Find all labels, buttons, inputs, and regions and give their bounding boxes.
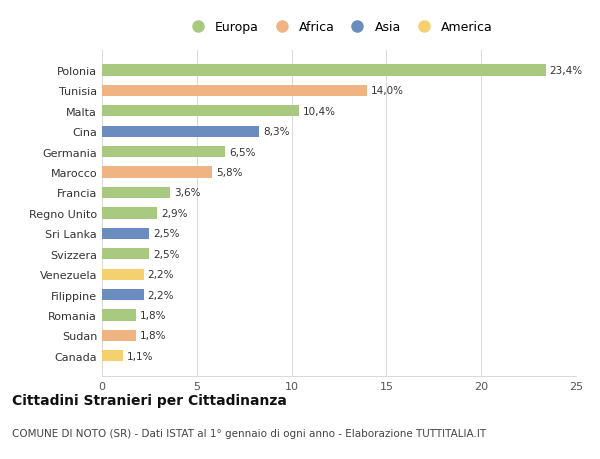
Text: 6,5%: 6,5% (229, 147, 256, 157)
Text: 2,9%: 2,9% (161, 208, 187, 218)
Bar (102, 269, 144, 280)
Text: 14,0%: 14,0% (371, 86, 404, 96)
Text: 2,5%: 2,5% (153, 249, 179, 259)
Text: 1,8%: 1,8% (140, 330, 166, 341)
Legend: Europa, Africa, Asia, America: Europa, Africa, Asia, America (181, 17, 497, 38)
Text: 2,2%: 2,2% (148, 269, 174, 280)
Text: 5,8%: 5,8% (216, 168, 242, 178)
Bar (102, 147, 225, 158)
Text: COMUNE DI NOTO (SR) - Dati ISTAT al 1° gennaio di ogni anno - Elaborazione TUTTI: COMUNE DI NOTO (SR) - Dati ISTAT al 1° g… (12, 428, 486, 438)
Bar (102, 65, 545, 77)
Bar (102, 228, 149, 240)
Bar (102, 187, 170, 199)
Text: 23,4%: 23,4% (550, 66, 583, 76)
Bar (102, 106, 299, 117)
Bar (102, 330, 136, 341)
Bar (102, 350, 123, 362)
Text: 1,1%: 1,1% (127, 351, 153, 361)
Bar (102, 167, 212, 178)
Text: 8,3%: 8,3% (263, 127, 290, 137)
Bar (102, 289, 144, 301)
Text: 1,8%: 1,8% (140, 310, 166, 320)
Text: 3,6%: 3,6% (174, 188, 200, 198)
Bar (102, 126, 259, 138)
Bar (102, 249, 149, 260)
Text: 2,2%: 2,2% (148, 290, 174, 300)
Bar (102, 310, 136, 321)
Text: 2,5%: 2,5% (153, 229, 179, 239)
Bar (102, 208, 157, 219)
Text: 10,4%: 10,4% (303, 106, 336, 117)
Bar (102, 86, 367, 97)
Text: Cittadini Stranieri per Cittadinanza: Cittadini Stranieri per Cittadinanza (12, 393, 287, 407)
